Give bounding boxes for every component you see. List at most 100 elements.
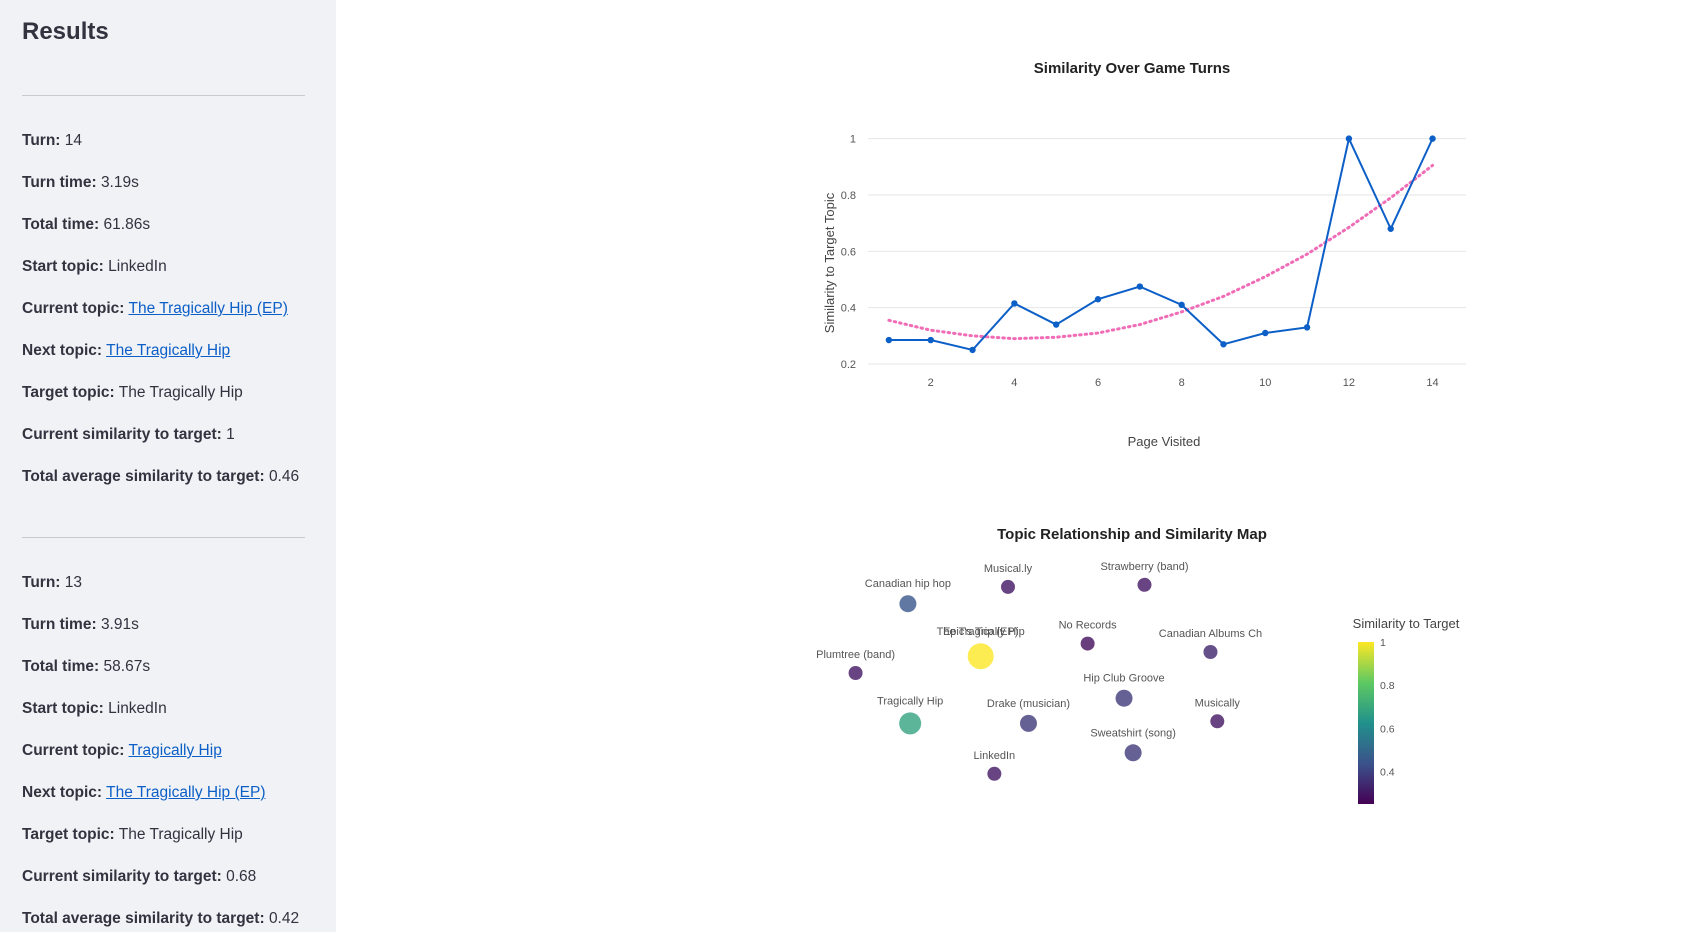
data-point[interactable]: [1136, 283, 1144, 290]
data-point[interactable]: [885, 336, 893, 344]
current-similarity-label: Current similarity to target:: [22, 426, 222, 443]
data-point[interactable]: [1094, 296, 1102, 303]
start-topic-value: LinkedIn: [108, 700, 167, 717]
next-topic-row: Next topic: The Tragically Hip: [22, 341, 230, 361]
y-tick-label: 0.6: [841, 246, 856, 258]
turn-label: Turn:: [22, 132, 61, 149]
topic-point[interactable]: [1001, 579, 1015, 594]
topic-similarity-map: Topic Relationship and Similarity Map Ca…: [816, 526, 1460, 804]
topic-label: Strawberry (band): [1100, 561, 1188, 573]
topic-point[interactable]: [848, 666, 863, 680]
average-similarity-value: 0.46: [268, 468, 300, 485]
divider: [22, 537, 305, 538]
x-tick-label: 8: [1179, 377, 1185, 389]
topic-point[interactable]: [1203, 645, 1218, 659]
data-point[interactable]: [1052, 321, 1060, 328]
colorbar-tick-label: 0.6: [1380, 723, 1395, 735]
topic-point[interactable]: [967, 643, 994, 670]
topic-label: Sweatshirt (song): [1090, 727, 1176, 739]
current-topic-row: Current topic: The Tragically Hip (EP): [22, 299, 288, 319]
target-topic-row: Target topic: The Tragically Hip: [22, 825, 243, 845]
turn-row: Turn: 14: [22, 131, 82, 151]
x-tick-label: 4: [1011, 377, 1017, 389]
target-topic-label: Target topic:: [22, 826, 115, 843]
target-topic-value: The Tragically Hip: [118, 384, 243, 401]
current-topic-link[interactable]: Tragically Hip: [128, 742, 222, 759]
turn-block-13: Turn: 13 Turn time: 3.91s Total time: 58…: [22, 537, 305, 927]
trend-line: [887, 163, 1435, 341]
current-similarity-row: Current similarity to target: 1: [22, 425, 235, 445]
current-similarity-value: 0.68: [226, 868, 257, 885]
current-topic-link[interactable]: The Tragically Hip (EP): [128, 300, 288, 317]
topic-label: Musically: [1195, 697, 1241, 709]
data-point[interactable]: [1429, 135, 1436, 142]
turn-time-row: Turn time: 3.91s: [22, 615, 139, 635]
next-topic-label: Next topic:: [22, 342, 103, 359]
turn-block-14: Turn: 14 Turn time: 3.19s Total time: 61…: [22, 95, 305, 485]
divider: [22, 95, 305, 96]
topic-label: Musical.ly: [984, 563, 1033, 575]
next-topic-label: Next topic:: [22, 784, 103, 801]
similarity-line-chart: Similarity Over Game Turns 2 4 6 8 10 12 14 0.…: [822, 60, 1466, 449]
data-point[interactable]: [1011, 300, 1018, 307]
next-topic-link[interactable]: The Tragically Hip: [106, 342, 231, 359]
topic-point[interactable]: [1210, 714, 1225, 729]
data-point[interactable]: [1178, 301, 1185, 309]
current-similarity-value: 1: [226, 426, 235, 443]
turn-row: Turn: 13: [22, 573, 82, 593]
data-point[interactable]: [1262, 329, 1269, 337]
average-similarity-label: Total average similarity to target:: [22, 468, 265, 485]
x-tick-label: 14: [1426, 377, 1438, 389]
turn-time-value: 3.91s: [100, 616, 139, 633]
topic-label: LinkedIn: [974, 750, 1016, 762]
start-topic-row: Start topic: LinkedIn: [22, 257, 167, 277]
turn-value: 14: [64, 132, 83, 149]
next-topic-row: Next topic: The Tragically Hip (EP): [22, 783, 265, 803]
current-topic-label: Current topic:: [22, 300, 125, 317]
colorbar-title: Similarity to Target: [1353, 616, 1460, 631]
current-similarity-row: Current similarity to target: 0.68: [22, 867, 256, 887]
topic-label: Drake (musician): [987, 698, 1070, 710]
average-similarity-row: Total average similarity to target: 0.42: [22, 909, 299, 929]
data-point[interactable]: [1303, 324, 1311, 331]
next-topic-link[interactable]: The Tragically Hip (EP): [106, 784, 266, 801]
y-tick-label: 1: [850, 134, 856, 146]
topic-point[interactable]: [1080, 636, 1095, 651]
sidebar-title: Results: [22, 18, 109, 45]
topic-point[interactable]: [899, 595, 917, 613]
data-point[interactable]: [1345, 135, 1353, 142]
topic-label: The Tragically Hip: [937, 626, 1025, 638]
topic-point[interactable]: [1019, 714, 1037, 732]
start-topic-label: Start topic:: [22, 258, 104, 275]
topic-point[interactable]: [1137, 577, 1152, 592]
topic-point[interactable]: [1115, 689, 1133, 707]
total-time-row: Total time: 58.67s: [22, 657, 150, 677]
line-chart-title: Similarity Over Game Turns: [1034, 60, 1230, 77]
topic-point[interactable]: [899, 712, 922, 735]
data-point[interactable]: [1387, 225, 1394, 232]
average-similarity-value: 0.42: [268, 910, 300, 927]
turn-time-label: Turn time:: [22, 616, 97, 633]
total-time-row: Total time: 61.86s: [22, 215, 150, 235]
start-topic-value: LinkedIn: [108, 258, 167, 275]
x-tick-label: 6: [1095, 377, 1101, 389]
data-point[interactable]: [927, 336, 934, 344]
main-content: Similarity Over Game Turns 2 4 6 8 10 12 14 0.…: [336, 0, 1706, 932]
turn-time-row: Turn time: 3.19s: [22, 173, 139, 193]
topic-label: No Records: [1059, 620, 1118, 632]
topic-point[interactable]: [987, 766, 1002, 781]
topic-label: Hip Club Groove: [1083, 673, 1164, 685]
turn-time-value: 3.19s: [100, 174, 139, 191]
y-tick-label: 0.4: [841, 303, 856, 315]
start-topic-row: Start topic: LinkedIn: [22, 699, 167, 719]
target-topic-label: Target topic:: [22, 384, 115, 401]
data-point[interactable]: [969, 346, 976, 354]
current-similarity-label: Current similarity to target:: [22, 868, 222, 885]
average-similarity-label: Total average similarity to target:: [22, 910, 265, 927]
total-time-label: Total time:: [22, 658, 100, 675]
colorbar: [1358, 642, 1374, 804]
data-point[interactable]: [1220, 341, 1227, 348]
topic-point[interactable]: [1124, 744, 1142, 762]
colorbar-tick-label: 1: [1380, 637, 1386, 649]
topic-label: Canadian hip hop: [865, 578, 951, 590]
